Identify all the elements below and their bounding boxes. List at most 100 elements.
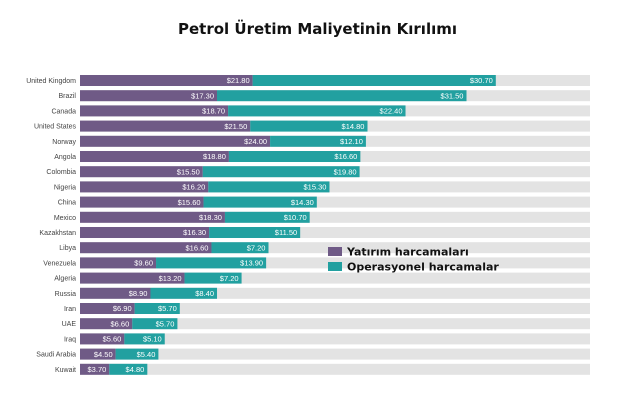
bar-track xyxy=(80,227,590,238)
bar-track xyxy=(80,303,590,314)
data-label: $6.60 xyxy=(110,319,129,328)
investment-bar xyxy=(80,105,229,117)
investment-bar xyxy=(80,166,203,178)
bar-track xyxy=(80,211,590,223)
data-label: $16.60 xyxy=(186,243,209,252)
investment-bar xyxy=(80,257,157,269)
data-label: $19.80 xyxy=(334,167,357,176)
operational-bar xyxy=(217,90,467,102)
bar-track xyxy=(80,181,590,193)
data-label: $16.20 xyxy=(182,183,205,192)
bar-track xyxy=(80,287,590,299)
bar-track xyxy=(80,318,590,330)
investment-bar xyxy=(80,242,212,254)
operational-bar xyxy=(211,242,269,254)
bar-track xyxy=(80,348,590,360)
data-label: $5.70 xyxy=(158,304,177,313)
data-label: $8.90 xyxy=(129,289,148,298)
bar-series xyxy=(80,75,496,375)
data-label: $7.20 xyxy=(220,274,239,283)
data-label: $9.60 xyxy=(134,259,153,268)
value-labels: $21.80 $30.70 $17.30 $31.50 $18.70 $22.40 $21.… xyxy=(88,76,493,374)
category-label: Norway xyxy=(52,139,76,146)
operational-bar xyxy=(156,257,267,269)
data-label: $5.60 xyxy=(103,335,122,344)
category-label: Angola xyxy=(54,154,76,161)
category-label: Kuwait xyxy=(55,367,76,374)
investment-bar xyxy=(80,272,185,284)
investment-bar xyxy=(80,333,125,345)
operational-bar xyxy=(150,287,218,299)
data-label: $31.50 xyxy=(441,91,464,100)
investment-bar xyxy=(80,181,209,193)
category-label: Iraq xyxy=(64,336,76,343)
data-label: $17.30 xyxy=(191,91,214,100)
category-label: Libya xyxy=(59,245,76,252)
data-label: $7.20 xyxy=(247,243,266,252)
category-label: Mexico xyxy=(54,215,76,222)
data-label: $21.80 xyxy=(227,76,250,85)
investment-bar xyxy=(80,227,210,238)
operational-bar xyxy=(224,211,310,223)
data-label: $18.70 xyxy=(202,107,225,116)
investment-bar xyxy=(80,211,225,223)
data-label: $18.80 xyxy=(203,152,226,161)
category-label: Russia xyxy=(55,291,77,298)
data-label: $16.60 xyxy=(334,152,357,161)
bar-track xyxy=(80,363,590,375)
data-label: $4.50 xyxy=(94,350,113,359)
operational-bar xyxy=(209,227,301,238)
data-label: $4.80 xyxy=(126,365,145,374)
operational-bar xyxy=(115,348,159,360)
data-label: $15.30 xyxy=(304,183,327,192)
data-label: $10.70 xyxy=(284,213,307,222)
data-label: $5.70 xyxy=(156,319,175,328)
chart-title: Petrol Üretim Maliyetinin Kırılımı xyxy=(178,20,457,38)
data-label: $24.00 xyxy=(244,137,267,146)
data-label: $13.20 xyxy=(159,274,182,283)
legend-swatch xyxy=(328,247,342,256)
data-label: $22.40 xyxy=(380,107,403,116)
operational-bar xyxy=(203,196,317,208)
legend-label: Yatırım harcamaları xyxy=(346,246,469,259)
operational-bar xyxy=(109,363,148,375)
investment-bar xyxy=(80,348,116,360)
category-label: China xyxy=(58,200,76,207)
operational-bar xyxy=(208,181,330,193)
data-label: $8.40 xyxy=(195,289,214,298)
operational-bar xyxy=(228,151,361,162)
investment-bar xyxy=(80,303,135,314)
data-label: $5.10 xyxy=(143,335,162,344)
data-label: $14.80 xyxy=(342,122,365,131)
data-label: $3.70 xyxy=(88,365,107,374)
category-label: United Kingdom xyxy=(26,78,76,85)
investment-bar xyxy=(80,75,253,86)
investment-bar xyxy=(80,90,218,102)
operational-bar xyxy=(252,75,496,86)
data-label: $13.90 xyxy=(240,259,263,268)
investment-bar xyxy=(80,135,271,147)
data-label: $30.70 xyxy=(470,76,493,85)
legend-swatch xyxy=(328,262,342,271)
category-label: United States xyxy=(34,124,77,131)
bar-tracks xyxy=(80,75,590,375)
data-label: $14.30 xyxy=(291,198,314,207)
category-label: Nigeria xyxy=(54,184,76,191)
data-label: $15.60 xyxy=(178,198,201,207)
operational-bar xyxy=(134,303,180,314)
category-label: Algeria xyxy=(54,276,76,283)
data-label: $21.50 xyxy=(224,122,247,131)
category-label: Saudi Arabia xyxy=(36,352,76,359)
legend-label: Operasyonel harcamalar xyxy=(347,261,499,274)
category-label: Iran xyxy=(64,306,76,313)
category-label: Colombia xyxy=(46,169,76,176)
investment-bar xyxy=(80,120,251,132)
bar-track xyxy=(80,272,590,284)
data-label: $15.50 xyxy=(177,167,200,176)
category-label: Canada xyxy=(51,108,76,115)
data-label: $12.10 xyxy=(340,137,363,146)
operational-bar xyxy=(124,333,165,345)
category-label: Brazil xyxy=(58,93,76,100)
category-label: UAE xyxy=(62,321,77,328)
